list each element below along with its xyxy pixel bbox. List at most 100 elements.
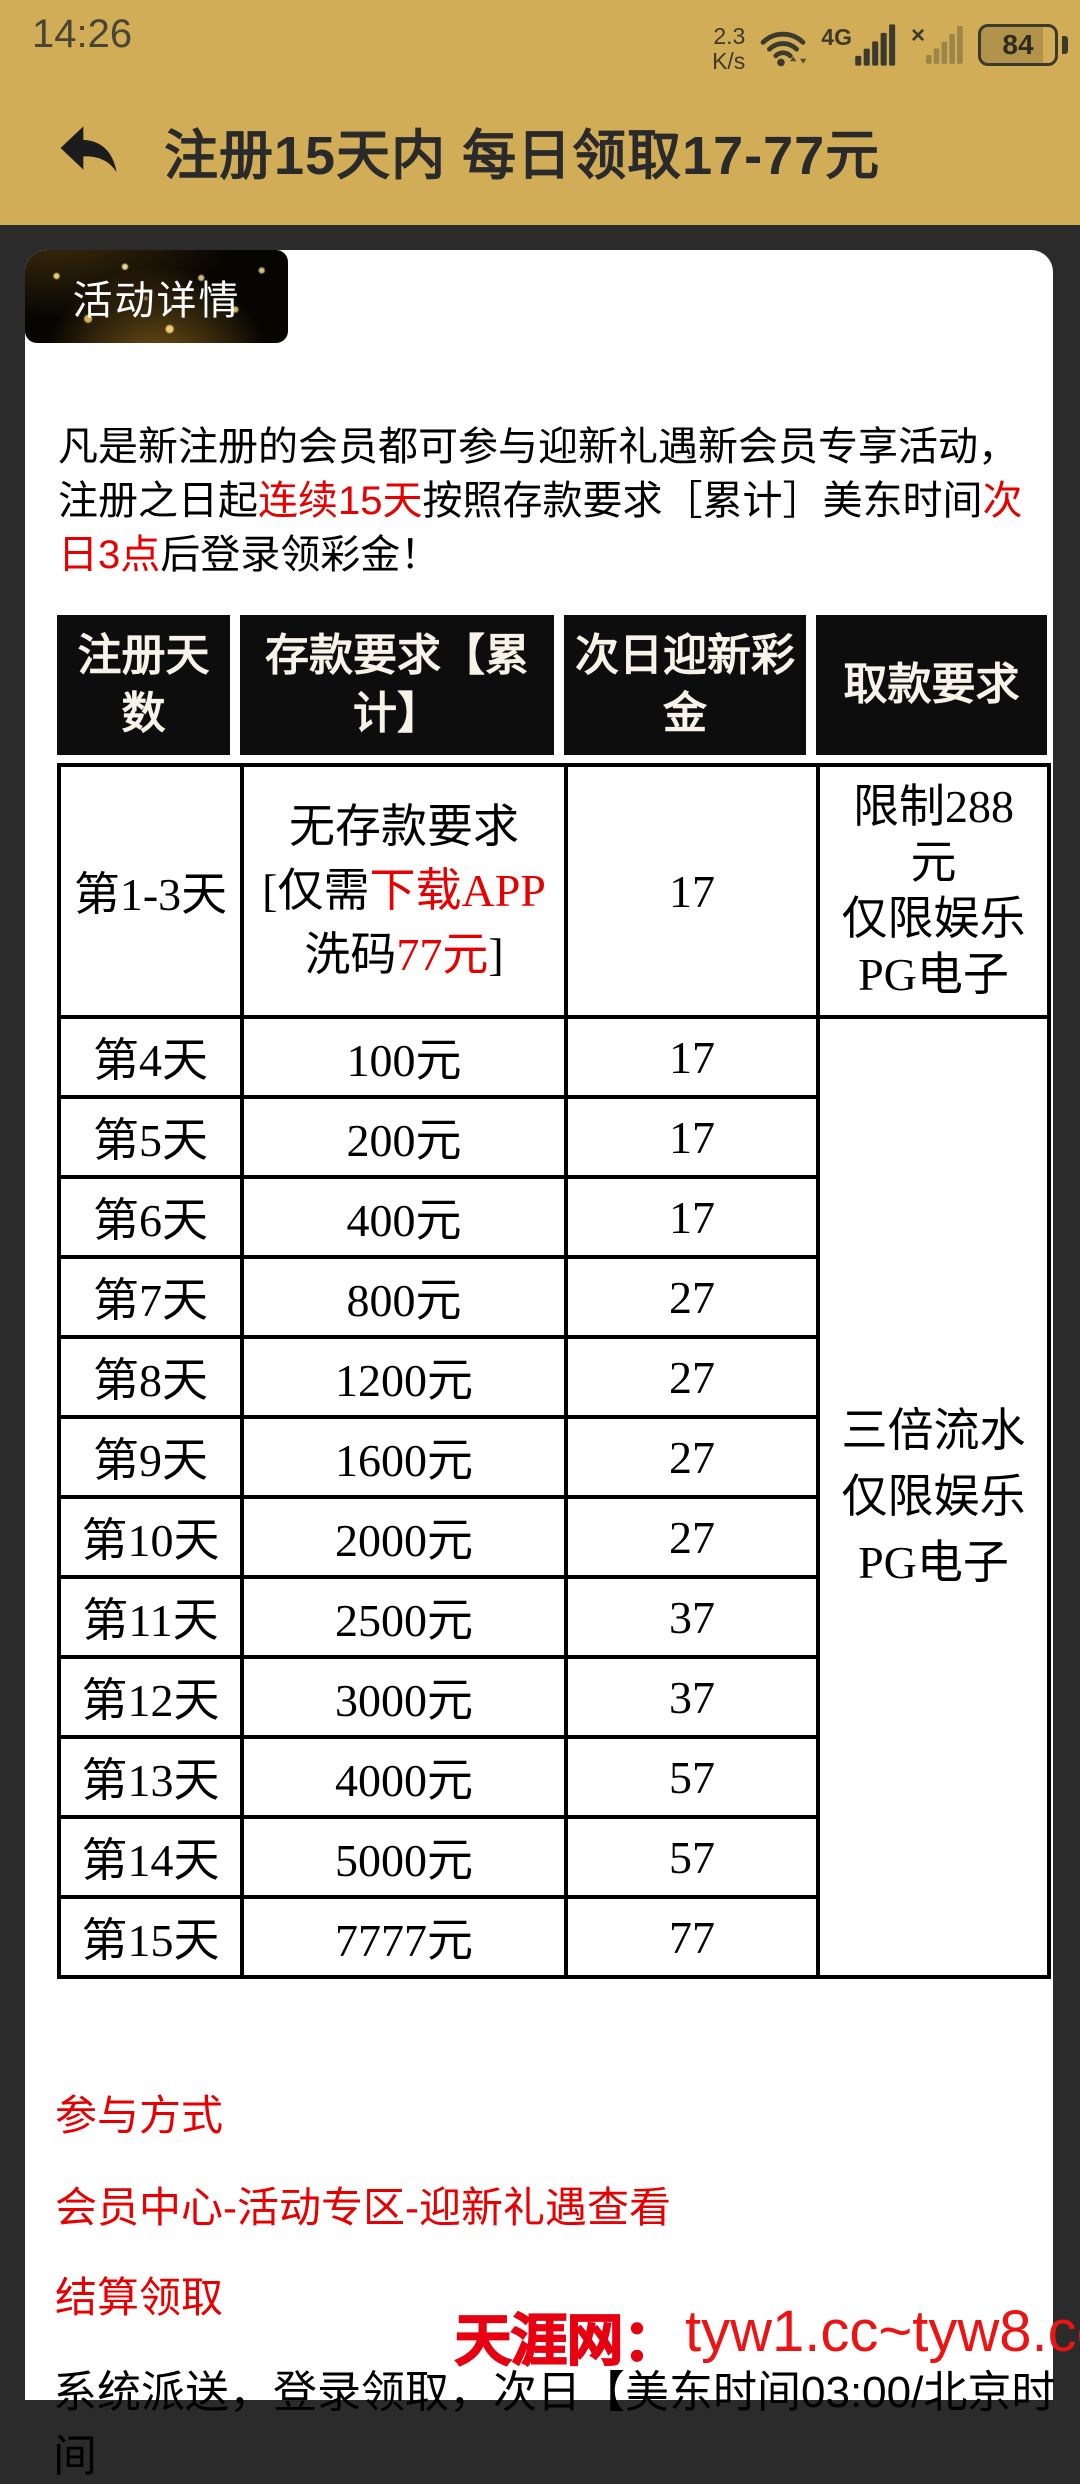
battery-nub — [1062, 36, 1068, 54]
cell-deposit: 2500元 — [240, 1575, 568, 1659]
cell-deposit: 200元 — [240, 1095, 568, 1179]
cell-bonus: 77 — [564, 1895, 820, 1979]
cell-deposit: 4000元 — [240, 1735, 568, 1819]
cell-deposit: 5000元 — [240, 1815, 568, 1899]
text-segment: ] — [488, 929, 504, 980]
cellular-signal-sim1: 4G — [821, 22, 899, 68]
table-header-day: 注册天 数 — [57, 615, 240, 755]
battery-percent: 84 — [1002, 29, 1034, 60]
table-row: 第9天 1600元 27 — [57, 1415, 1049, 1499]
cell-bonus: 17 — [564, 1015, 820, 1099]
cell-deposit: 400元 — [240, 1175, 568, 1259]
text-segment: 连续15天 — [258, 479, 423, 523]
footer-line-settlement: 结算领取 — [55, 2274, 224, 2321]
table-row: 第7天 800元 27 — [57, 1255, 1049, 1339]
text-segment: 按照存款要求［累计］美东时间 — [422, 479, 983, 523]
activity-details-banner: 活动详情 — [25, 250, 288, 343]
cell-deposit: 1200元 — [240, 1335, 568, 1419]
cell-bonus: 27 — [564, 1495, 820, 1579]
cell-deposit: 3000元 — [240, 1655, 568, 1739]
text-segment: 洗码 — [304, 929, 397, 980]
cell-deposit: 1600元 — [240, 1415, 568, 1499]
intro-paragraph: 凡是新注册的会员都可参与迎新礼遇新会员专享活动，注册之日起连续15天按照存款要求… — [58, 420, 1048, 582]
cell-day: 第13天 — [57, 1735, 244, 1819]
status-time: 14:26 — [32, 12, 133, 56]
table-row: 第1-3天 无存款要求 [仅需下载APP 洗码77元] 17 限制288 元 仅限娱乐… — [57, 763, 1051, 1019]
table-row: 第5天 200元 17 — [57, 1095, 1049, 1179]
table-row: 第8天 1200元 27 — [57, 1335, 1049, 1419]
cell-day: 第6天 — [57, 1175, 244, 1259]
signal-bars-dim-icon — [926, 26, 963, 64]
cell-bonus: 17 — [564, 1095, 820, 1179]
cell-day: 第5天 — [57, 1095, 244, 1179]
text-segment: 凡是新注册的会员都可参与迎新礼遇新会员专享活动，注册之日起 — [58, 425, 1018, 523]
cell-deposit: 100元 — [240, 1015, 568, 1099]
cell-deposit: 无存款要求 [仅需下载APP 洗码77元] — [240, 763, 568, 1019]
app-bar: 14:26 2.3 K/s 4G — [0, 0, 1080, 225]
table-header-bonus: 次日迎新彩 金 — [564, 615, 816, 755]
battery-icon: 84 — [978, 24, 1058, 66]
cell-bonus: 17 — [564, 763, 820, 1019]
title-bar: 注册15天内 每日领取17-77元 — [0, 100, 1080, 200]
table-row: 第11天 2500元 37 — [57, 1575, 1049, 1659]
watermark-site-name: 天涯网： — [454, 2310, 680, 2374]
status-icons: 2.3 K/s 4G × — [712, 16, 1068, 75]
network-speed-value: 2.3 — [713, 23, 746, 49]
table-row: 第15天 7777元 77 — [57, 1895, 1049, 1979]
cell-bonus: 27 — [564, 1415, 820, 1499]
cell-day: 第8天 — [57, 1335, 244, 1419]
table-body: 第1-3天 无存款要求 [仅需下载APP 洗码77元] 17 限制288 元 仅限娱乐… — [57, 763, 1051, 1979]
network-type-label: 4G — [821, 24, 852, 50]
cellular-signal-sim2: × — [911, 22, 966, 68]
content-card: 活动详情 凡是新注册的会员都可参与迎新礼遇新会员专享活动，注册之日起连续15天按… — [25, 250, 1055, 2481]
cell-day: 第7天 — [57, 1255, 244, 1339]
cell-deposit: 800元 — [240, 1255, 568, 1339]
text-segment: 下载APP — [369, 865, 546, 916]
cell-day: 第10天 — [57, 1495, 244, 1579]
promo-table: 注册天 数 存款要求【累 计】 次日迎新彩 金 取款要求 第1-3天 无存款要求 … — [57, 615, 1051, 1979]
cell-bonus: 57 — [564, 1815, 820, 1899]
text-segment: 后登录领彩金！ — [160, 533, 441, 577]
cell-deposit: 7777元 — [240, 1895, 568, 1979]
signal-bars-icon — [855, 24, 896, 66]
table-header-deposit: 存款要求【累 计】 — [240, 615, 564, 755]
network-speed-unit: K/s — [712, 48, 746, 74]
back-button[interactable] — [52, 114, 124, 186]
footer-line-participation: 参与方式 — [55, 2092, 224, 2139]
cell-bonus: 37 — [564, 1575, 820, 1659]
table-row: 第14天 5000元 57 — [57, 1815, 1049, 1899]
back-arrow-icon — [53, 113, 123, 188]
cell-bonus: 37 — [564, 1655, 820, 1739]
cell-day: 第14天 — [57, 1815, 244, 1899]
network-speed: 2.3 K/s — [712, 24, 745, 74]
cell-bonus: 57 — [564, 1735, 820, 1819]
cell-day: 第15天 — [57, 1895, 244, 1979]
text-segment: 次日3点 — [58, 479, 1023, 577]
wifi-icon — [757, 22, 809, 75]
footer-line-path: 会员中心-活动专区-迎新礼遇查看 — [55, 2184, 671, 2231]
watermark: 天涯网： tyw1.cc~tyw8.cc — [454, 2296, 1080, 2377]
cell-bonus: 27 — [564, 1255, 820, 1339]
banner-label: 活动详情 — [72, 278, 241, 323]
table-header-withdraw: 取款要求 — [816, 615, 1047, 755]
battery-fill — [981, 27, 1044, 63]
cell-bonus: 27 — [564, 1335, 820, 1419]
cell-day: 第9天 — [57, 1415, 244, 1499]
table-row: 第4天 100元 17 三倍流水 仅限娱乐 PG电子 — [57, 1015, 1051, 1979]
cell-day: 第11天 — [57, 1575, 244, 1659]
cell-bonus: 17 — [564, 1175, 820, 1259]
table-row: 第10天 2000元 27 — [57, 1495, 1049, 1579]
page-title: 注册15天内 每日领取17-77元 — [164, 125, 881, 186]
cell-day: 第4天 — [57, 1015, 244, 1099]
table-row: 第6天 400元 17 — [57, 1175, 1049, 1259]
cell-day: 第1-3天 — [57, 763, 244, 1019]
no-signal-x-mark: × — [910, 22, 925, 49]
table-header-row: 注册天 数 存款要求【累 计】 次日迎新彩 金 取款要求 — [57, 615, 1047, 755]
text-segment: 无存款要求 [仅需 — [262, 801, 519, 916]
cell-withdraw-merged: 三倍流水 仅限娱乐 PG电子 — [816, 1015, 1051, 1979]
cell-day: 第12天 — [57, 1655, 244, 1739]
cell-deposit: 2000元 — [240, 1495, 568, 1579]
cell-withdraw: 限制288 元 仅限娱乐 PG电子 — [816, 763, 1051, 1019]
watermark-urls: tyw1.cc~tyw8.cc — [685, 2299, 1080, 2364]
table-row: 第12天 3000元 37 — [57, 1655, 1049, 1739]
